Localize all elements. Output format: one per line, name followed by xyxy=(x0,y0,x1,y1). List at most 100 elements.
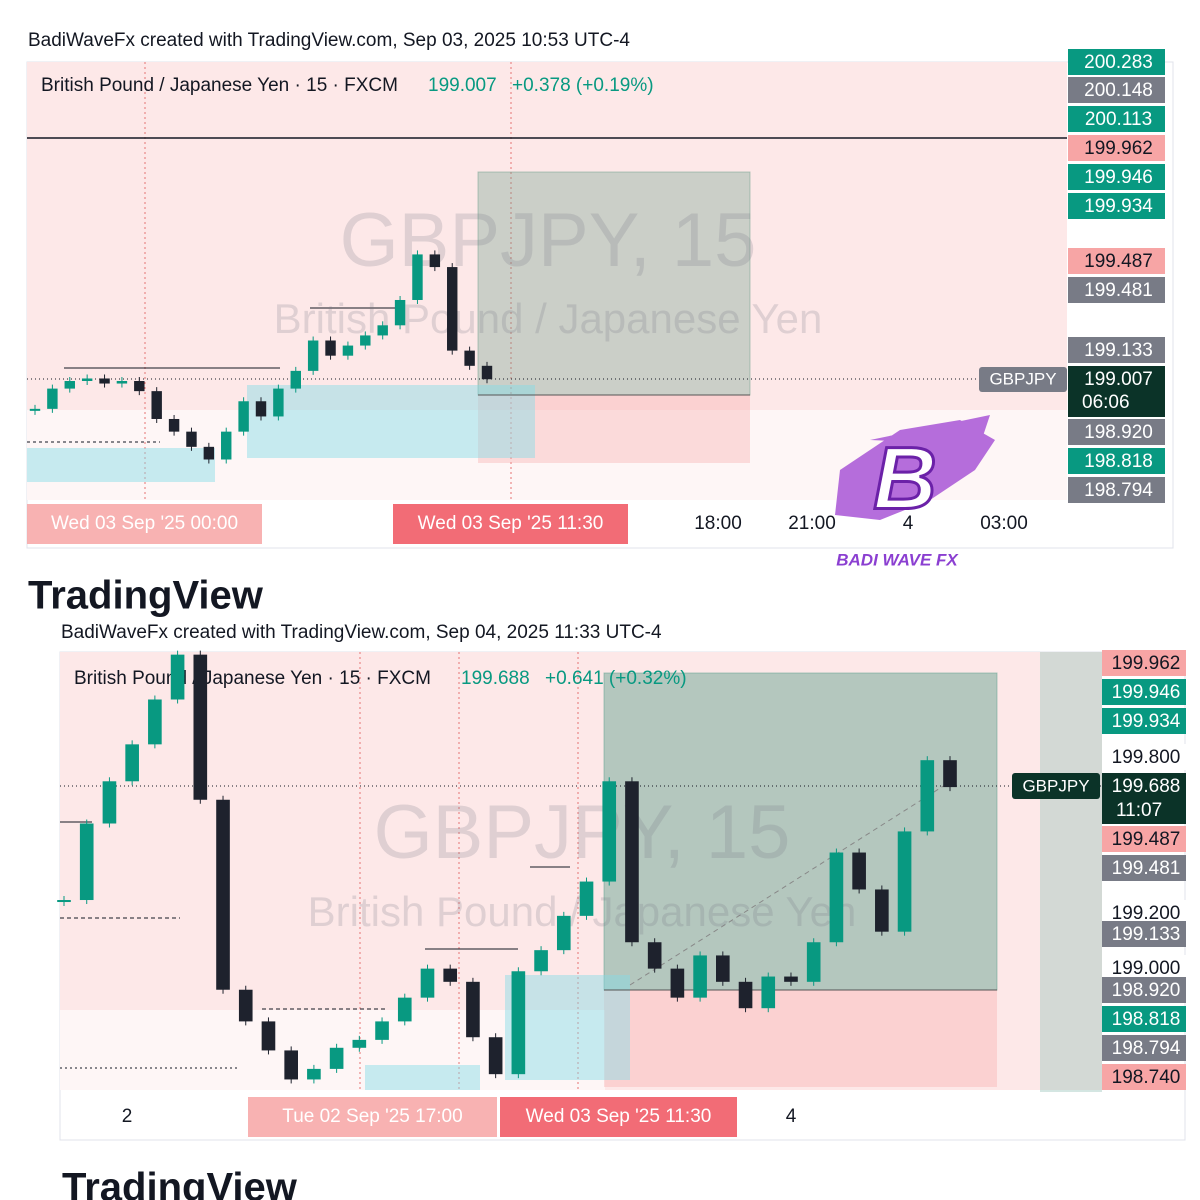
candle xyxy=(64,381,75,389)
panel-2: BadiWaveFx created with TradingView.com,… xyxy=(57,622,1186,1200)
candle xyxy=(397,997,412,1022)
price-tag xyxy=(1102,977,1186,1003)
price-tag-label: 200.113 xyxy=(1085,109,1152,130)
price-tag xyxy=(1068,337,1165,363)
price-tag-label: 199.481 xyxy=(1084,280,1153,301)
candle xyxy=(534,950,548,972)
candle xyxy=(761,976,776,1009)
side-zone xyxy=(1040,652,1102,1092)
candle xyxy=(273,388,284,417)
candle xyxy=(47,388,58,409)
candle xyxy=(375,1021,389,1040)
price-tag-label: 199.000 xyxy=(1112,958,1181,979)
price-tag-label: 200.148 xyxy=(1084,80,1153,101)
logo: B BADI WAVE FX xyxy=(835,415,995,569)
candle xyxy=(99,378,110,384)
candle xyxy=(429,254,441,268)
watermark: GBPJPY, 15 xyxy=(340,198,757,283)
price-tag-label: 200.283 xyxy=(1084,52,1153,73)
price-tag xyxy=(1102,955,1186,981)
time-tag xyxy=(27,504,262,544)
price-tag-label: 199.688 xyxy=(1112,776,1181,797)
candle xyxy=(693,955,707,998)
profit-zone xyxy=(603,672,998,991)
candle xyxy=(284,1050,298,1080)
candle xyxy=(394,299,406,326)
price-tag xyxy=(1068,77,1165,103)
candle xyxy=(875,889,889,932)
candle xyxy=(556,915,571,951)
candle xyxy=(625,781,639,943)
price-tag-label: 199.487 xyxy=(1084,251,1153,272)
price-tag-label: 198.920 xyxy=(1112,980,1181,1001)
candle xyxy=(329,1047,344,1069)
last-price: 199.688 xyxy=(461,668,530,689)
candle xyxy=(134,381,145,392)
candle xyxy=(255,401,267,417)
price-tag xyxy=(1102,744,1186,770)
price-tag-label: 198.794 xyxy=(1112,1038,1181,1059)
price-tag-label: 199.962 xyxy=(1112,653,1181,674)
price-tag xyxy=(1068,248,1165,274)
watermark: GBPJPY, 15 xyxy=(374,790,791,875)
ticker-tag xyxy=(979,367,1067,392)
time-label: Tue 02 Sep '25 17:00 xyxy=(282,1106,462,1127)
price-tag xyxy=(1102,826,1186,852)
candle xyxy=(116,381,128,384)
time-label: Wed 03 Sep '25 11:30 xyxy=(526,1106,712,1127)
ticker: GBPJPY xyxy=(1022,776,1089,795)
price-tag xyxy=(1068,477,1165,503)
price-tag-label: 199.946 xyxy=(1084,167,1153,188)
candle xyxy=(148,699,162,745)
price-scale: 200.283 200.148 200.113 199.962 199.946 199.9… xyxy=(1068,49,1165,503)
price-tag-label: 199.487 xyxy=(1112,829,1181,850)
price-tag xyxy=(1102,855,1186,881)
candle xyxy=(377,325,388,336)
candle xyxy=(261,1021,276,1051)
countdown-bg xyxy=(1068,391,1165,417)
time-label: 4 xyxy=(903,513,914,534)
trend-line xyxy=(629,784,946,986)
candle xyxy=(290,370,301,389)
price-tag xyxy=(1102,650,1186,676)
price-tag-label: 198.920 xyxy=(1084,422,1153,443)
candle xyxy=(943,760,957,788)
loss-zone xyxy=(478,395,750,463)
countdown: 11:07 xyxy=(1116,800,1162,821)
candle xyxy=(307,340,319,371)
price-tag xyxy=(1068,366,1165,392)
time-scale: Wed 03 Sep '25 00:00 Wed 03 Sep '25 11:30… xyxy=(27,504,1028,544)
time-label: 18:00 xyxy=(694,513,742,534)
candle xyxy=(186,431,197,447)
candle xyxy=(57,900,71,903)
candle xyxy=(193,654,208,800)
candle xyxy=(325,340,336,356)
candle xyxy=(806,942,821,982)
time-label: 2 xyxy=(122,1106,133,1127)
candle xyxy=(29,408,41,411)
price-tag-label: 199.481 xyxy=(1112,858,1181,879)
price-scale: 199.962 199.946 199.934 199.800 199.688 199.4… xyxy=(1102,650,1186,1090)
price-tag-label: 199.946 xyxy=(1112,682,1181,703)
price-tag xyxy=(1102,679,1186,705)
candle xyxy=(852,852,866,890)
price-tag xyxy=(1102,1064,1186,1090)
price-tag-label: 198.794 xyxy=(1084,480,1153,501)
price-tag xyxy=(1102,921,1186,947)
candle xyxy=(511,971,526,1075)
change: +0.641 (+0.32%) xyxy=(545,668,687,689)
footer: TradingView xyxy=(28,574,264,618)
candle xyxy=(81,378,93,382)
price-tag xyxy=(1102,708,1186,734)
candle xyxy=(79,823,94,901)
price-tag xyxy=(1068,49,1165,75)
price-tag xyxy=(1068,277,1165,303)
symbol: British Pound / Japanese Yen · 15 · FXCM xyxy=(74,668,431,689)
price-tag-label: 199.934 xyxy=(1112,711,1181,732)
candle xyxy=(238,989,253,1022)
profit-zone xyxy=(477,171,751,396)
price-tag xyxy=(1102,1006,1186,1032)
candle xyxy=(412,254,423,300)
candle xyxy=(238,401,249,432)
price-tag-label: 199.962 xyxy=(1084,138,1153,159)
